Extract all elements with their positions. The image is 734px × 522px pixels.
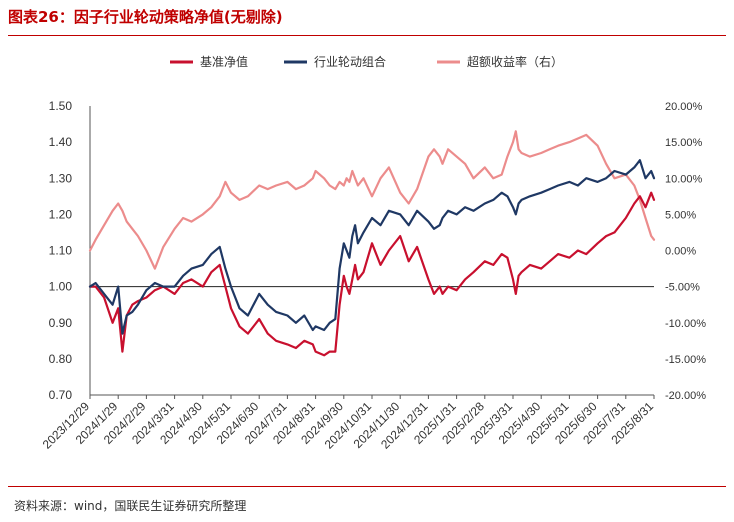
- right-tick-label: 5.00%: [665, 209, 696, 221]
- series-line-excess: [88, 130, 656, 270]
- left-tick-label: 1.40: [49, 135, 73, 149]
- figure-title: 图表26：因子行业轮动策略净值(无剔除): [8, 8, 283, 26]
- right-tick-label: -20.00%: [665, 390, 706, 402]
- footer-rule: [8, 486, 726, 487]
- left-tick-label: 1.20: [49, 207, 73, 221]
- left-tick-label: 0.70: [49, 388, 73, 402]
- legend-label-benchmark: 基准净值: [200, 54, 248, 69]
- left-tick-label: 1.30: [49, 171, 73, 185]
- chart-legend: 基准净值 行业轮动组合 超额收益率（右）: [170, 54, 563, 69]
- left-tick-label: 1.00: [49, 280, 73, 294]
- legend-label-excess: 超额收益率（右）: [467, 54, 563, 69]
- chart-axes: 1.50 1.40 1.30 1.20 1.10 1.00 0.90 0.80 0.70 20.0…: [40, 99, 706, 452]
- left-tick-label: 0.80: [49, 352, 73, 366]
- chart-series: [88, 130, 656, 357]
- right-tick-label: -15.00%: [665, 354, 706, 366]
- legend-label-strategy: 行业轮动组合: [314, 54, 386, 69]
- right-tick-label: 15.00%: [665, 137, 703, 149]
- series-line-strategy: [88, 159, 656, 335]
- source-note: 资料来源：wind，国联民生证券研究所整理: [14, 499, 247, 513]
- right-tick-label: 10.00%: [665, 173, 703, 185]
- title-rule: [8, 35, 726, 36]
- right-tick-label: 20.00%: [665, 101, 703, 113]
- right-tick-label: 0.00%: [665, 246, 696, 258]
- series-line-benchmark: [88, 191, 656, 357]
- left-tick-label: 1.10: [49, 244, 73, 258]
- left-tick-label: 1.50: [49, 99, 73, 113]
- right-tick-label: -5.00%: [665, 282, 700, 294]
- left-tick-label: 0.90: [49, 316, 73, 330]
- right-tick-label: -10.00%: [665, 318, 706, 330]
